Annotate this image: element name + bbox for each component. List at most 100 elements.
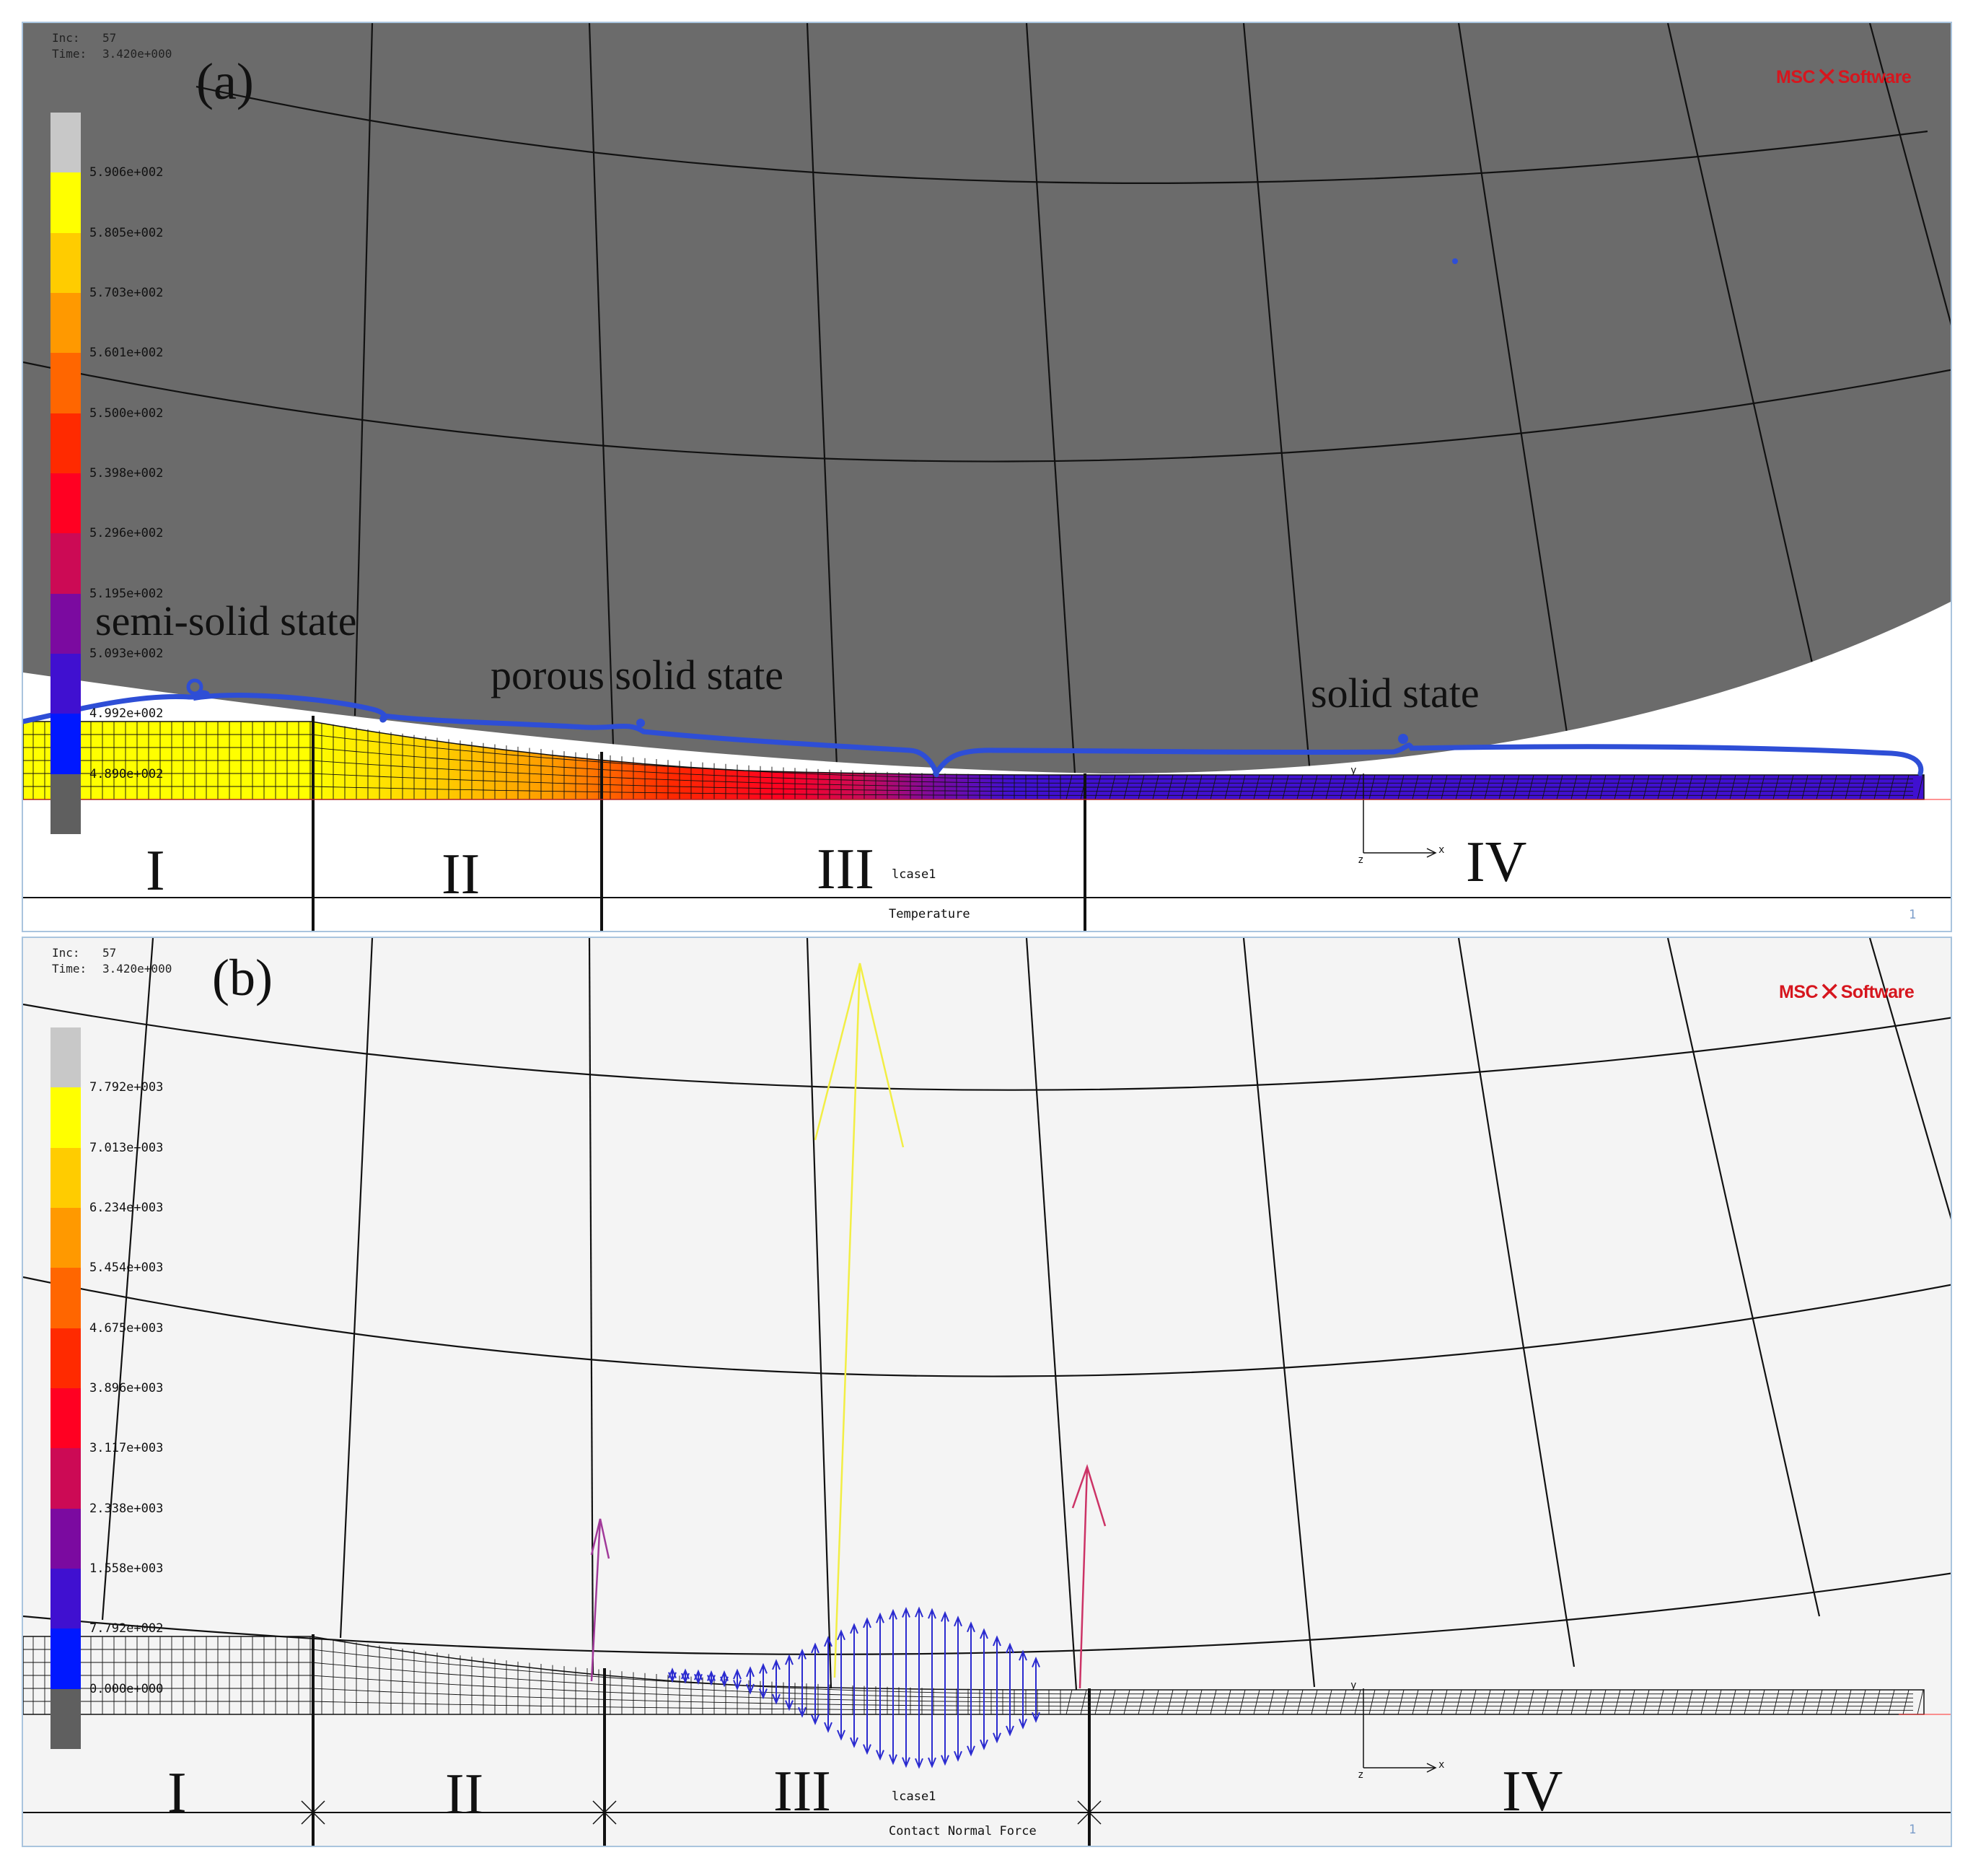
contact-force-arrow [902,1606,910,1688]
logo-msc-text: MSC [1776,67,1816,87]
legend-value-label: 4.992e+002 [89,706,164,722]
legend-value-label: 5.906e+002 [89,165,164,180]
logo-msc-text: MSC [1779,982,1819,1002]
mesh-line [23,1688,1913,1707]
contact-force-arrow [824,1636,832,1685]
axis-y-label: y [1350,765,1357,776]
msc-software-logo: MSC✕Software [1779,974,1915,1007]
legend-color-swatch [50,1568,81,1629]
axis-x-label: x [1438,1759,1445,1771]
inc-value: 57 [102,31,117,45]
contact-force-arrow [889,1608,897,1687]
inc-time-header: Inc: 57 Time: 3.420e+000 [52,30,172,62]
color-legend-bar [50,113,81,834]
logo-software-text: Software [1840,982,1915,1002]
contact-force-arrow [785,1654,794,1683]
contact-force-arrow [876,1612,884,1687]
contact-force-arrow [811,1683,819,1726]
mesh-line [1917,1689,1924,1715]
contact-force-arrow [993,1635,1001,1690]
frame-number: 1 [1909,908,1917,922]
result-name-label: Contact Normal Force [889,1824,1037,1838]
legend-color-swatch [50,1147,81,1208]
contact-force-arrow [1019,1689,1027,1730]
contact-force-arrow [980,1628,988,1690]
legend-color-swatch [50,1508,81,1569]
axis-y-label: y [1350,1680,1357,1691]
legend-value-label: 5.398e+002 [89,466,164,481]
contact-force-arrow [954,1616,962,1689]
contact-force-arrow [746,1680,755,1695]
mesh-line [23,773,1913,792]
contact-force-arrow [798,1648,807,1683]
contact-force-arrow [824,1684,832,1733]
legend-value-label: 5.195e+002 [89,586,164,601]
legend-color-swatch [50,1087,81,1148]
legend-value-label: 7.013e+003 [89,1140,164,1155]
legend-color-swatch [50,232,81,293]
contact-force-arrow [772,1659,781,1682]
contact-force-arrow [1032,1656,1040,1690]
contact-force-arrow [720,1676,729,1688]
inc-key: Inc: [52,31,80,45]
mesh-line [23,760,1913,788]
panel-b-contact-normal-force: Inc: 57 Time: 3.420e+000 (b) MSC✕Software … [22,937,1952,1847]
legend-color-swatch [50,593,81,654]
legend-value-label: 2.338e+003 [89,1501,164,1516]
contact-force-arrow [876,1686,884,1761]
contact-force-arrow [967,1688,975,1757]
contact-force-arrow [889,1687,897,1766]
axis-x-label: x [1438,844,1445,856]
contact-force-arrow [785,1682,794,1711]
contact-force-arrow [681,1673,690,1684]
contact-force-arrow [850,1686,858,1748]
time-key: Time: [52,47,87,61]
logo-x-icon: ✕ [1816,62,1837,92]
contact-force-arrow [772,1681,781,1705]
contact-force-arrow [746,1666,755,1680]
semi-solid-state-label: semi-solid state [95,597,357,644]
zone-label-i: I [167,1761,187,1825]
contact-force-arrow [733,1668,742,1680]
legend-value-label: 0.000e+000 [89,1681,164,1696]
legend-color-swatch [50,653,81,714]
contact-force-arrow [928,1608,936,1688]
porous-solid-state-label: porous solid state [491,652,783,698]
mesh-line [23,786,1913,796]
color-legend-bar [50,1027,81,1749]
legend-value-label: 5.703e+002 [89,286,164,300]
panel-b-mesh-scene [23,938,1951,1846]
contact-force-arrow [993,1689,1001,1744]
mesh-line [23,1675,1913,1703]
zone-label-iii: III [817,838,874,901]
legend-value-label: 5.093e+002 [89,646,164,661]
time-key: Time: [52,962,87,976]
contact-force-arrow [1006,1689,1014,1737]
time-value: 3.420e+000 [102,962,172,976]
contact-force-arrow [694,1673,703,1685]
legend-color-swatch [50,1268,81,1328]
solid-state-label: solid state [1311,670,1480,716]
legend-color-swatch [50,113,81,173]
legend-value-label: 5.454e+003 [89,1261,164,1276]
contact-force-arrow [707,1675,716,1686]
load-case-label: lcase1 [892,867,936,882]
mesh-line [23,1662,1913,1699]
mesh-line [23,747,1913,784]
legend-value-label: 4.890e+002 [89,766,164,781]
zone-label-iii: III [773,1760,831,1823]
inc-key: Inc: [52,946,80,960]
time-value: 3.420e+000 [102,47,172,61]
panel-a-mesh-scene [23,23,1951,931]
legend-color-swatch [50,473,81,534]
legend-color-swatch [50,1629,81,1689]
legend-color-swatch [50,773,81,834]
contact-force-arrow [837,1629,845,1686]
contact-force-arrow [759,1662,768,1681]
legend-color-swatch [50,353,81,413]
contact-force-arrow [837,1685,845,1741]
contact-force-arrow [863,1686,871,1756]
legend-color-swatch [50,413,81,473]
zone-label-iv: IV [1466,830,1527,894]
contact-force-arrow [1006,1642,1014,1690]
